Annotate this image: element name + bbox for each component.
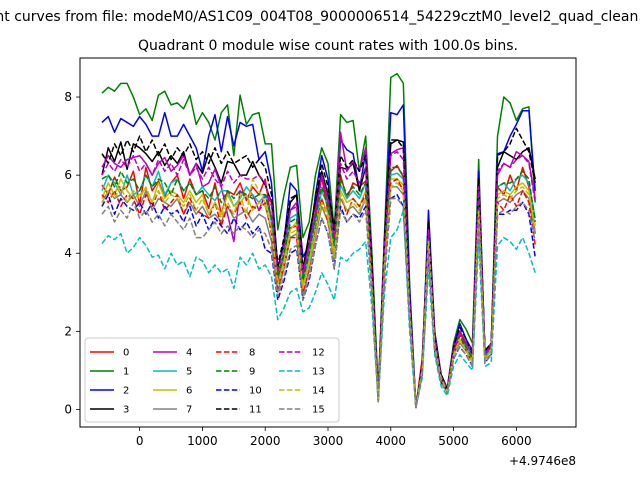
- legend-label-3: 3: [123, 405, 129, 416]
- legend-box: [84, 337, 340, 423]
- y-tick-label: 2: [64, 324, 72, 338]
- series-line-14: [101, 178, 536, 409]
- legend-label-11: 11: [249, 405, 262, 416]
- legend-label-13: 13: [312, 367, 325, 378]
- legend-label-10: 10: [249, 386, 262, 397]
- legend-label-5: 5: [186, 367, 192, 378]
- legend-label-0: 0: [123, 348, 129, 359]
- legend-label-2: 2: [123, 386, 129, 397]
- x-tick-label: 5000: [438, 434, 469, 448]
- series-line-1: [101, 72, 536, 407]
- series-line-15: [101, 197, 536, 409]
- series-layer: [101, 72, 536, 409]
- x-tick-label: 6000: [501, 434, 532, 448]
- series-line-2: [101, 104, 536, 409]
- series-line-8: [101, 178, 536, 409]
- legend-label-6: 6: [186, 386, 192, 397]
- axes-layer: 0 1000 2000 3000 4000 5000 6000 0 2 4 6 8: [64, 90, 531, 448]
- chart-title: Quadrant 0 module wise count rates with …: [138, 38, 518, 54]
- x-tick-label: 0: [136, 434, 144, 448]
- series-line-9: [101, 166, 536, 409]
- legend-label-8: 8: [249, 348, 255, 359]
- legend-label-7: 7: [186, 405, 192, 416]
- y-tick-label: 6: [64, 168, 72, 182]
- x-tick-label: 1000: [187, 434, 218, 448]
- legend-label-12: 12: [312, 348, 325, 359]
- y-tick-label: 0: [64, 402, 72, 416]
- plot-frame: [79, 57, 577, 428]
- x-tick-label: 3000: [313, 434, 344, 448]
- legend-label-4: 4: [186, 348, 192, 359]
- legend-label-1: 1: [123, 367, 129, 378]
- series-line-11: [101, 127, 536, 409]
- legend-label-15: 15: [312, 405, 325, 416]
- series-line-13: [101, 209, 536, 409]
- legend-label-9: 9: [249, 367, 255, 378]
- x-tick-label: 2000: [250, 434, 281, 448]
- series-line-7: [101, 186, 536, 409]
- y-tick-label: 4: [64, 246, 72, 260]
- x-offset-label: +4.9746e8: [509, 454, 576, 468]
- legend-label-14: 14: [312, 386, 325, 397]
- y-tick-label: 8: [64, 90, 72, 104]
- series-line-12: [101, 150, 536, 409]
- figure-suptitle: Light curves from file: modeM0/AS1C09_00…: [0, 9, 640, 25]
- x-tick-label: 4000: [376, 434, 407, 448]
